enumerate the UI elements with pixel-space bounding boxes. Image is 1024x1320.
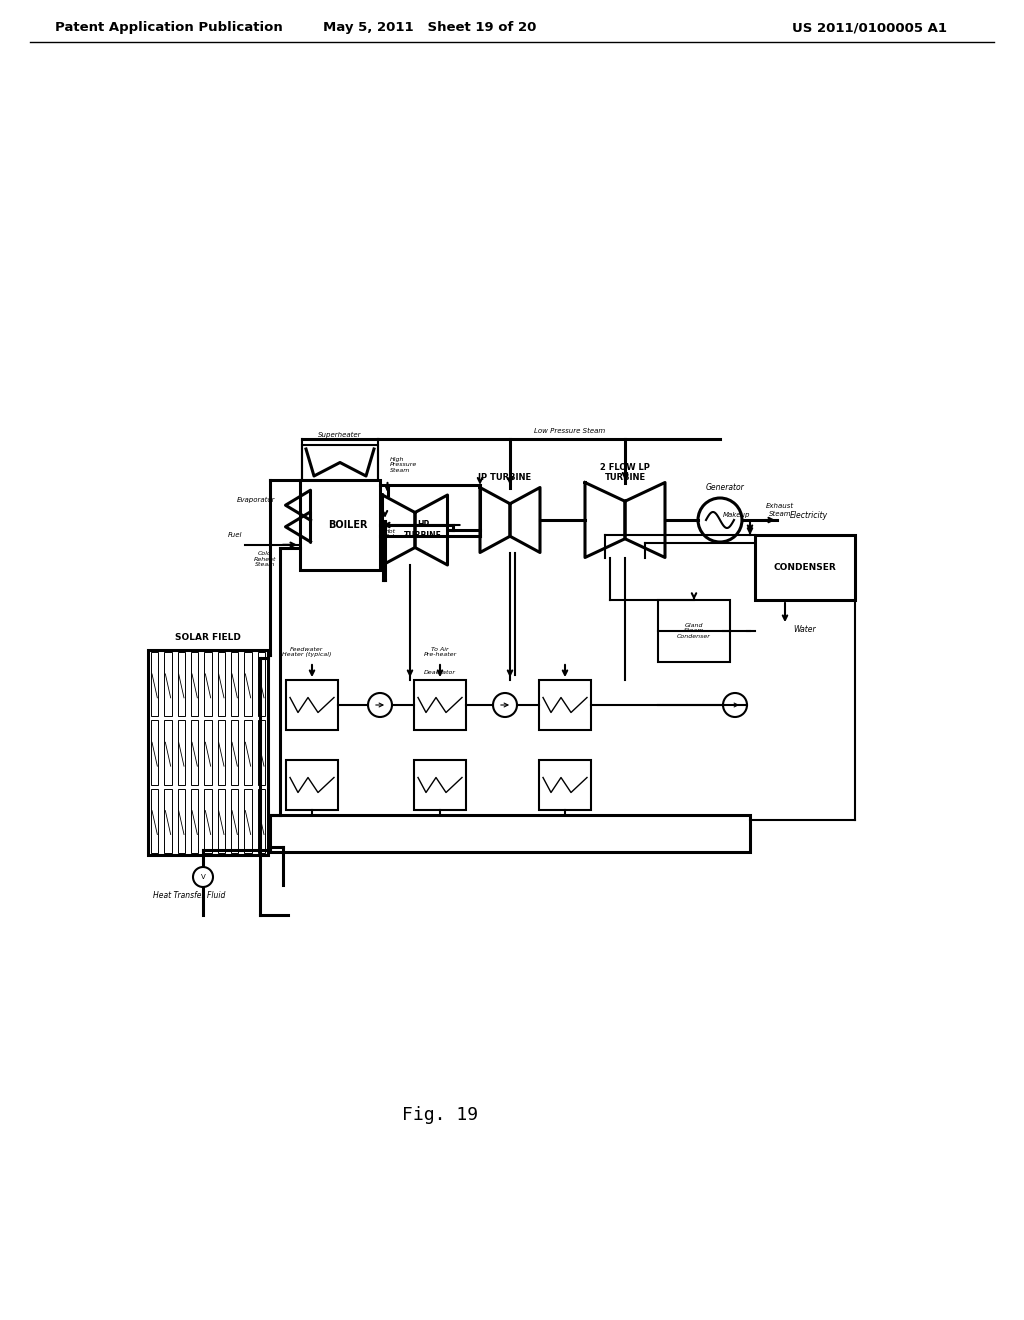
Text: HP
TURBINE: HP TURBINE (404, 520, 442, 540)
Text: Water: Water (794, 626, 816, 635)
Text: US 2011/0100005 A1: US 2011/0100005 A1 (793, 21, 947, 34)
Text: Makeup: Makeup (723, 512, 751, 517)
Bar (218, 788, 225, 853)
Bar (539, 680, 591, 730)
Bar (164, 721, 172, 784)
Text: IP TURBINE: IP TURBINE (478, 473, 531, 482)
Bar (148, 649, 268, 855)
Text: Electricity: Electricity (790, 511, 828, 520)
Bar (231, 788, 239, 853)
Text: V: V (201, 874, 206, 880)
Bar (151, 721, 159, 784)
Bar (231, 652, 239, 717)
Bar (178, 788, 185, 853)
Bar (258, 652, 265, 717)
Text: 2 FLOW LP
TURBINE: 2 FLOW LP TURBINE (600, 463, 650, 482)
Text: Cold
Reheat
Steam: Cold Reheat Steam (254, 550, 276, 568)
Bar (191, 721, 199, 784)
Text: CONDENSER: CONDENSER (773, 564, 837, 572)
Bar (258, 721, 265, 784)
Bar (205, 721, 212, 784)
Bar (286, 680, 338, 730)
Text: Deaerator: Deaerator (424, 669, 456, 675)
Bar (164, 788, 172, 853)
Text: High
Pressure
Steam: High Pressure Steam (390, 457, 417, 474)
Text: SOLAR FIELD: SOLAR FIELD (175, 634, 241, 643)
Bar (231, 721, 239, 784)
Bar (205, 652, 212, 717)
Text: Hot
Reheat: Hot Reheat (385, 528, 408, 540)
Bar (245, 652, 252, 717)
Bar (414, 680, 466, 730)
Bar (270, 814, 750, 851)
Bar (658, 601, 730, 663)
Text: Fuel: Fuel (227, 532, 242, 537)
Bar (286, 760, 338, 810)
Bar (178, 721, 185, 784)
Text: Low Pressure Steam: Low Pressure Steam (535, 428, 605, 434)
Bar (414, 760, 466, 810)
Text: Feedwater
Heater (typical): Feedwater Heater (typical) (283, 647, 332, 657)
Text: Patent Application Publication: Patent Application Publication (55, 21, 283, 34)
Bar (178, 652, 185, 717)
Text: Evaporator: Evaporator (237, 498, 275, 503)
Text: Exhaust
Steam: Exhaust Steam (766, 503, 794, 516)
Bar (539, 760, 591, 810)
Bar (218, 652, 225, 717)
Bar (755, 535, 855, 601)
Text: Generator: Generator (706, 483, 744, 492)
Bar (258, 788, 265, 853)
Text: May 5, 2011   Sheet 19 of 20: May 5, 2011 Sheet 19 of 20 (324, 21, 537, 34)
Bar (191, 652, 199, 717)
Bar (245, 721, 252, 784)
Text: BOILER: BOILER (329, 520, 368, 531)
Text: Heat Transfer Fluid: Heat Transfer Fluid (153, 891, 225, 899)
Bar (164, 652, 172, 717)
Bar (300, 480, 380, 570)
Bar (218, 721, 225, 784)
Bar (191, 788, 199, 853)
Bar (151, 652, 159, 717)
Bar (245, 788, 252, 853)
Bar (151, 788, 159, 853)
Text: Fig. 19: Fig. 19 (402, 1106, 478, 1125)
Text: To Air
Pre-heater: To Air Pre-heater (423, 647, 457, 657)
Bar (205, 788, 212, 853)
Text: Superheater: Superheater (318, 432, 361, 438)
Text: Gland
Steam
Condenser: Gland Steam Condenser (677, 623, 711, 639)
Bar (302, 445, 378, 480)
